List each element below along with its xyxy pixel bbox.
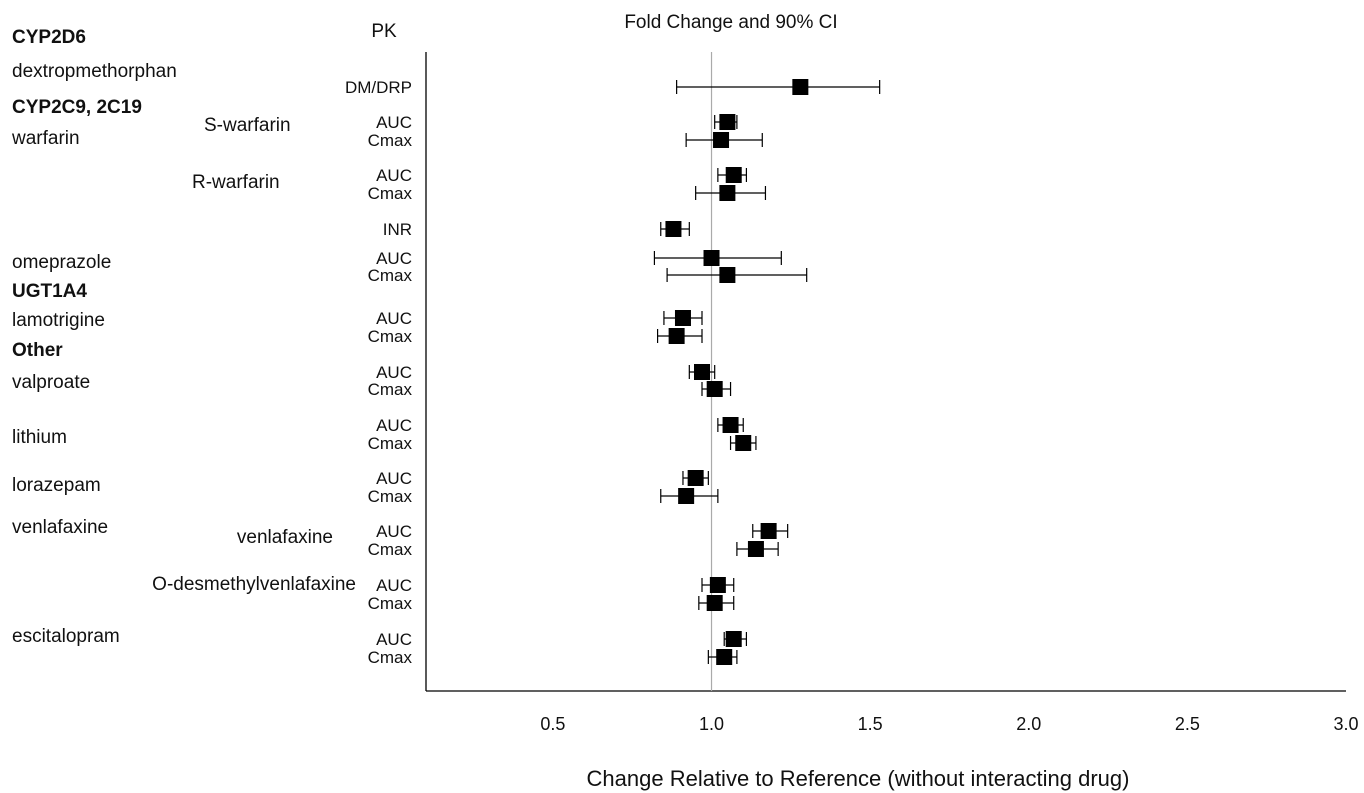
analyte-venlafaxine-analyte: venlafaxine — [237, 527, 333, 548]
pk-label-inr: INR — [383, 220, 412, 239]
pk-label-cmax: Cmax — [368, 266, 413, 285]
x-axis-label: Change Relative to Reference (without in… — [587, 766, 1130, 791]
pk-label-auc: AUC — [376, 576, 412, 595]
point-estimate — [725, 167, 742, 183]
pk-label-cmax: Cmax — [368, 648, 413, 667]
x-tick-label: 3.0 — [1333, 714, 1358, 734]
point-estimate — [713, 132, 730, 148]
point-estimate — [709, 577, 726, 593]
x-tick-label: 2.5 — [1175, 714, 1200, 734]
pk-label-dmdrp: DM/DRP — [345, 78, 412, 97]
x-tick-label: 2.0 — [1016, 714, 1041, 734]
drug-warfarin: warfarin — [11, 128, 80, 149]
pk-label-cmax: Cmax — [368, 327, 413, 346]
drug-venlafaxine-drug: venlafaxine — [12, 517, 108, 538]
pk-label-cmax: Cmax — [368, 380, 413, 399]
point-estimate — [719, 185, 736, 201]
category-cyp2d6: CYP2D6 — [12, 27, 86, 48]
pk-label-cmax: Cmax — [368, 184, 413, 203]
drug-labels: CYP2D6 dextropmethorphan CYP2C9, 2C19 warfa… — [11, 27, 177, 647]
point-estimate — [678, 488, 695, 504]
point-estimate — [687, 470, 704, 486]
x-tick-label: 1.0 — [699, 714, 724, 734]
pk-label-cmax: Cmax — [368, 131, 413, 150]
x-tick-labels: 0.5 1.0 1.5 2.0 2.5 3.0 — [540, 714, 1358, 734]
analyte-o-desmethylvenlafaxine: O-desmethylvenlafaxine — [152, 574, 356, 595]
drug-dextromethorphan: dextropmethorphan — [12, 61, 177, 82]
drug-valproate: valproate — [12, 372, 90, 393]
pk-labels: DM/DRPAUCCmaxAUCCmaxINRAUCCmaxAUCCmaxAUC… — [345, 78, 413, 667]
analyte-s-warfarin: S-warfarin — [204, 115, 291, 136]
pk-label-auc: AUC — [376, 249, 412, 268]
point-estimate — [792, 79, 809, 95]
category-other: Other — [12, 340, 63, 361]
analyte-labels: S-warfarin R-warfarin venlafaxine O-desmeth… — [152, 115, 356, 595]
pk-label-auc: AUC — [376, 363, 412, 382]
drug-omeprazole: omeprazole — [12, 252, 111, 273]
point-estimate — [665, 221, 682, 237]
pk-label-cmax: Cmax — [368, 487, 413, 506]
pk-column-header: PK — [371, 21, 397, 42]
pk-label-auc: AUC — [376, 469, 412, 488]
point-estimate — [719, 114, 736, 130]
point-estimate — [706, 595, 723, 611]
pk-label-cmax: Cmax — [368, 540, 413, 559]
chart-title: Fold Change and 90% CI — [624, 12, 837, 33]
pk-label-auc: AUC — [376, 113, 412, 132]
estimates — [653, 79, 881, 665]
x-tick-label: 1.5 — [858, 714, 883, 734]
point-estimate — [674, 310, 691, 326]
point-estimate — [722, 417, 739, 433]
pk-label-auc: AUC — [376, 630, 412, 649]
x-tick-label: 0.5 — [540, 714, 565, 734]
point-estimate — [735, 435, 752, 451]
pk-label-cmax: Cmax — [368, 594, 413, 613]
point-estimate — [694, 364, 710, 380]
pk-label-auc: AUC — [376, 166, 412, 185]
point-estimate — [703, 250, 720, 266]
point-estimate — [706, 381, 723, 397]
drug-lorazepam: lorazepam — [12, 475, 101, 496]
pk-label-auc: AUC — [376, 309, 412, 328]
category-ugt1a4: UGT1A4 — [12, 281, 87, 302]
point-estimate — [760, 523, 777, 539]
point-estimate — [716, 649, 733, 665]
pk-label-auc: AUC — [376, 522, 412, 541]
point-estimate — [747, 541, 764, 557]
category-cyp2c9: CYP2C9, 2C19 — [12, 97, 142, 118]
analyte-r-warfarin: R-warfarin — [192, 172, 280, 193]
drug-lithium: lithium — [12, 427, 67, 448]
pk-label-cmax: Cmax — [368, 434, 413, 453]
point-estimate — [668, 328, 685, 344]
point-estimate — [725, 631, 742, 647]
point-estimate — [719, 267, 736, 283]
pk-label-auc: AUC — [376, 416, 412, 435]
drug-escitalopram: escitalopram — [12, 626, 120, 647]
drug-lamotrigine: lamotrigine — [12, 310, 105, 331]
